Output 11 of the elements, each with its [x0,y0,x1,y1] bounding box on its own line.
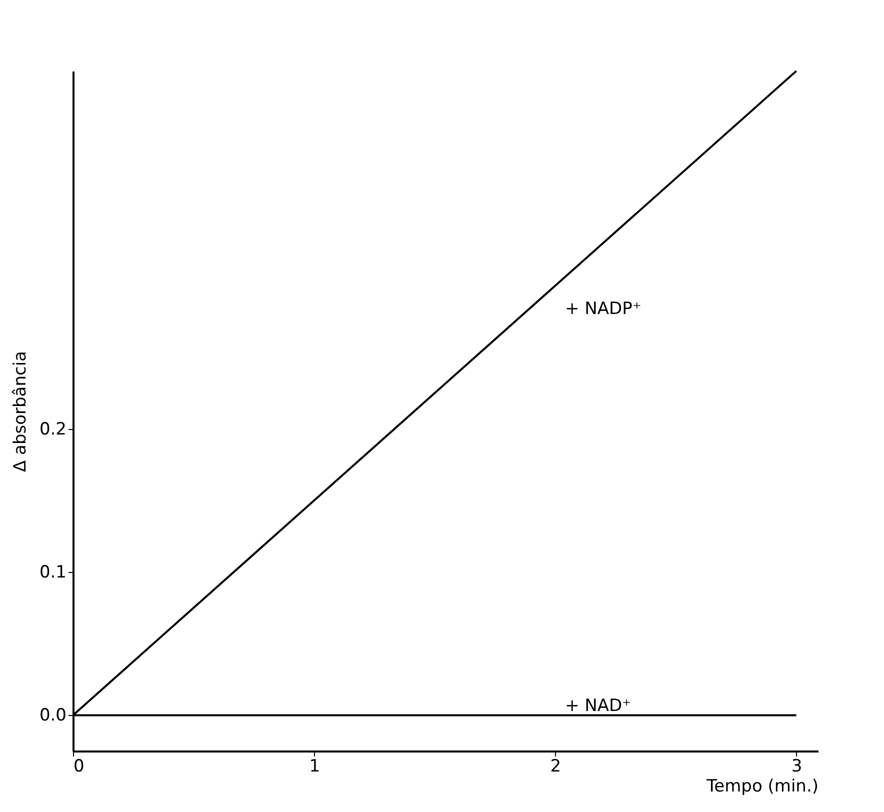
y-axis-title: Δ absorbância [10,351,30,472]
x-tick-label: 3 [791,756,802,776]
annotation: + NAD⁺ [565,696,632,716]
y-tick-label: 0.2 [39,419,66,440]
x-tick-label: 0 [74,756,84,776]
x-axis-title: Tempo (min.) [706,776,818,796]
y-tick-label: 0.1 [39,562,66,583]
annotation: + NADP⁺ [565,299,642,319]
y-tick-label: 0.0 [39,706,66,726]
x-tick-label: 1 [309,756,320,776]
x-tick-label: 2 [550,756,562,776]
